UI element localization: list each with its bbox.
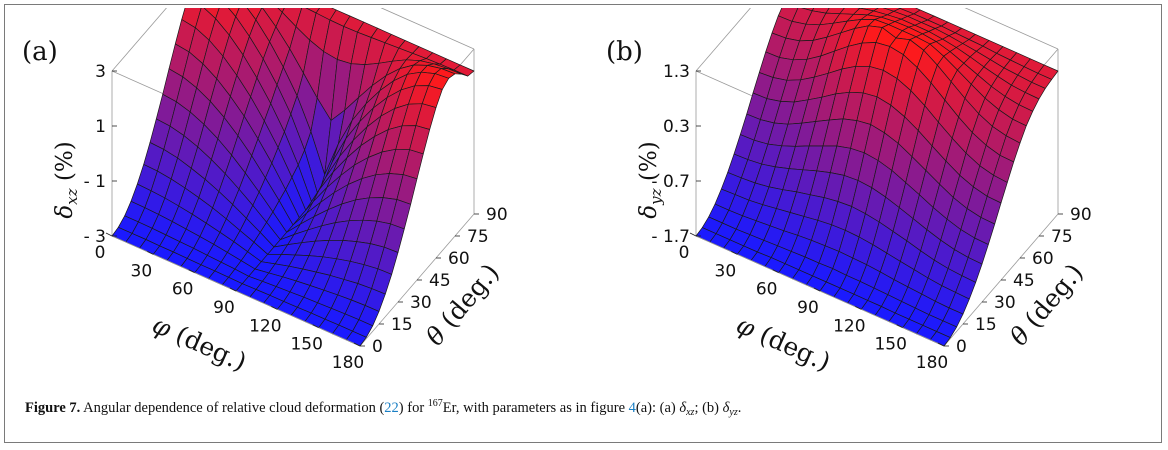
y-tick-label: 90 xyxy=(486,205,508,225)
z-axis-label: δxz (%) xyxy=(52,141,81,218)
z-axis-subscript: yz xyxy=(647,188,665,205)
caption-sub-a: xz xyxy=(686,407,695,418)
x-tick-mark xyxy=(896,324,903,329)
y-tick-label: 0 xyxy=(956,337,967,357)
box-edge xyxy=(964,8,1059,50)
x-axis-unit: (deg.) xyxy=(748,317,835,377)
x-tick-mark xyxy=(937,342,945,347)
x-tick-label: 90 xyxy=(797,298,819,318)
caption-fig-ref[interactable]: 4 xyxy=(628,400,636,416)
x-tick-mark xyxy=(147,250,154,255)
x-tick-label: 30 xyxy=(715,261,737,281)
box-edge xyxy=(111,8,167,72)
isotope-symbol: Er xyxy=(442,400,456,416)
z-tick-label: 1 xyxy=(95,117,106,137)
x-axis-label: φ (deg.) xyxy=(732,310,835,377)
surface xyxy=(695,8,1059,347)
caption-eq-ref[interactable]: 22 xyxy=(384,400,399,416)
surface xyxy=(111,8,475,347)
x-tick-label: 180 xyxy=(916,353,948,373)
x-tick-mark xyxy=(312,324,319,329)
z-axis-symbol: δ xyxy=(52,205,78,219)
z-axis-symbol: δ xyxy=(636,205,662,219)
x-tick-label: 60 xyxy=(756,280,778,300)
caption-symbol-b: δ xyxy=(722,400,730,416)
y-tick-label: 30 xyxy=(410,293,432,313)
x-tick-mark xyxy=(229,287,237,292)
z-tick-label: 0.3 xyxy=(663,117,690,137)
caption-text-1: Angular dependence of relative cloud def… xyxy=(80,400,385,416)
x-tick-label: 30 xyxy=(131,261,153,281)
z-tick-label: - 0.7 xyxy=(651,172,690,192)
caption-text-2: ) for xyxy=(398,400,428,416)
panel-label: (a) xyxy=(22,37,58,67)
x-tick-mark xyxy=(188,269,195,274)
x-tick-mark xyxy=(731,250,738,255)
x-axis-label: φ (deg.) xyxy=(148,310,251,377)
x-tick-label: 150 xyxy=(874,335,906,355)
caption-symbol-a: δ xyxy=(679,400,687,416)
caption-text-3: , with parameters as in figure xyxy=(455,400,629,416)
box-edge xyxy=(380,8,475,50)
z-tick-label: - 1.7 xyxy=(651,227,690,247)
panel-label: (b) xyxy=(606,37,643,67)
z-axis-unit: (%) xyxy=(636,141,662,188)
figure-caption: Figure 7. Angular dependence of relative… xyxy=(25,398,1145,418)
y-tick-label: 30 xyxy=(994,293,1016,313)
y-tick-label: 15 xyxy=(975,315,997,335)
box-edge xyxy=(695,8,751,72)
x-tick-mark xyxy=(271,305,278,310)
y-tick-label: 75 xyxy=(467,227,489,247)
y-tick-label: 45 xyxy=(429,271,451,291)
x-tick-label: 150 xyxy=(290,335,322,355)
y-tick-label: 90 xyxy=(1070,205,1092,225)
x-axis-unit: (deg.) xyxy=(164,317,251,377)
y-tick-label: 75 xyxy=(1051,227,1073,247)
caption-text-6: . xyxy=(737,400,742,416)
x-tick-mark xyxy=(689,232,697,237)
z-tick-label: - 1 xyxy=(84,172,106,192)
z-axis-label: δyz (%) xyxy=(636,141,665,218)
x-tick-mark xyxy=(353,342,361,347)
x-tick-mark xyxy=(855,305,862,310)
x-tick-label: 180 xyxy=(332,353,364,373)
x-tick-label: 120 xyxy=(833,316,865,336)
isotope-mass: 167 xyxy=(427,398,443,409)
caption-text-4: (a): (a) xyxy=(635,400,680,416)
y-tick-label: 15 xyxy=(391,315,413,335)
x-tick-label: 0 xyxy=(95,243,106,263)
y-tick-label: 45 xyxy=(1013,271,1035,291)
x-tick-mark xyxy=(813,287,821,292)
z-tick-label: 3 xyxy=(95,62,106,82)
caption-label: Figure 7. xyxy=(25,400,81,416)
z-axis-subscript: xz xyxy=(63,188,81,204)
y-tick-label: 60 xyxy=(1032,249,1054,269)
z-tick-label: - 3 xyxy=(84,227,106,247)
x-tick-label: 60 xyxy=(172,280,194,300)
z-axis-unit: (%) xyxy=(52,141,78,188)
x-tick-label: 0 xyxy=(679,243,690,263)
x-tick-mark xyxy=(105,232,113,237)
y-tick-label: 0 xyxy=(372,337,383,357)
x-tick-mark xyxy=(772,269,779,274)
caption-text-5: ; (b) xyxy=(694,400,723,416)
caption-sub-b: yz xyxy=(729,407,738,418)
z-tick-label: 1.3 xyxy=(663,62,690,82)
figure-frame xyxy=(4,4,1162,443)
x-tick-label: 120 xyxy=(249,316,281,336)
y-tick-label: 60 xyxy=(448,249,470,269)
x-tick-label: 90 xyxy=(213,298,235,318)
